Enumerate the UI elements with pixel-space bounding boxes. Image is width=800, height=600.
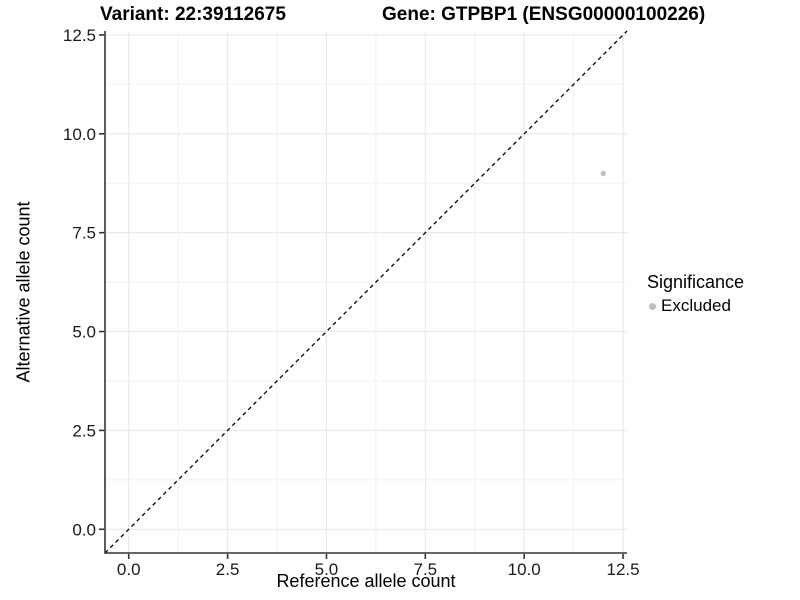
variant-title: Variant: 22:39112675 [100,4,286,25]
y-tick-label: 10.0 [63,125,96,144]
y-tick-label: 2.5 [72,421,96,440]
legend: Significance Excluded [647,271,744,316]
y-tick-label: 5.0 [72,323,96,342]
y-tick-label: 7.5 [72,224,96,243]
x-tick-label: 5.0 [315,560,339,579]
legend-title: Significance [647,272,745,292]
gene-title: Gene: GTPBP1 (ENSG00000100226) [382,4,706,25]
legend-item-excluded: Excluded [647,296,744,316]
x-tick-label: 12.5 [606,560,639,579]
x-tick-label: 2.5 [216,560,240,579]
y-tick-label: 12.5 [63,26,96,45]
x-tick-label: 0.0 [117,560,141,579]
legend-item-label: Excluded [661,296,731,315]
y-tick-label: 0.0 [72,520,96,539]
y-axis-title: Alternative allele count [13,201,34,383]
data-point-excluded [600,170,606,176]
x-tick-label: 7.5 [413,560,437,579]
x-axis-title: Reference allele count [276,571,456,591]
x-tick-label: 10.0 [508,560,541,579]
legend-point-icon [649,302,656,310]
identity-reference-line [104,30,628,554]
